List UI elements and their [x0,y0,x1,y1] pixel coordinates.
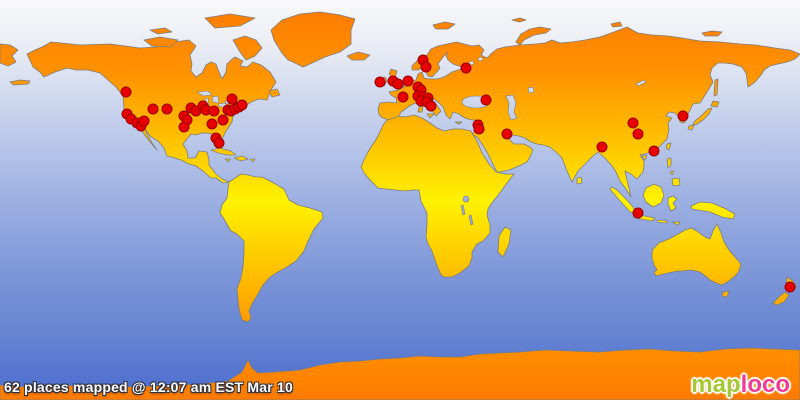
land-greenland [270,11,356,68]
land-lesser-sunda-1 [656,219,669,224]
place-marker [161,103,173,115]
land-sicily [426,113,435,119]
land-sardinia [417,105,424,113]
land-lesser-sunda-2 [671,221,681,226]
land-antarctica [0,347,800,400]
land-new-siberian-islands [701,30,723,37]
place-marker [420,61,432,73]
lake-tanganyika [460,204,466,216]
land-severnaya-zemlya [610,21,623,28]
lake-victoria [462,195,470,203]
place-marker [178,121,190,133]
place-marker [374,76,386,88]
land-tasmania [721,290,730,298]
land-mindanao [671,177,681,187]
place-marker [632,207,644,219]
maploco-logo: maploco [691,371,790,399]
place-marker [147,103,159,115]
place-marker [206,118,218,130]
place-marker [392,78,404,90]
place-marker [236,99,248,111]
logo-part-map: map [691,371,741,398]
land-svalbard [432,21,456,30]
land-puerto-rico [249,158,256,163]
lake-baikal [635,79,647,87]
place-marker [402,75,414,87]
place-marker [784,281,796,293]
land-victoria-island [143,36,179,48]
place-marker [425,100,437,112]
place-marker [226,93,238,105]
logo-part-loco: loco [740,371,790,398]
land-new-zealand-south [772,291,790,306]
land-kyushu [687,124,695,131]
land-madagascar [497,226,512,258]
place-marker [473,123,485,135]
place-marker [501,128,513,140]
lake-superior [196,90,213,97]
lake-huron [211,95,220,104]
land-hokkaido [710,100,720,108]
caspian-sea [505,94,518,121]
land-banks-island [149,27,173,35]
land-luzon [666,157,672,169]
place-marker [213,137,225,149]
place-marker [627,117,639,129]
land-hispaniola [233,155,249,162]
land-sri-lanka [576,176,583,185]
place-marker [677,110,689,122]
place-marker [138,115,150,127]
land-iceland [346,51,371,61]
place-marker [397,91,409,103]
place-marker [596,141,608,153]
land-south-america [219,173,324,323]
land-sakhalin [713,78,719,97]
land-taiwan [665,142,672,151]
land-sulawesi [667,195,678,212]
land-novaya-zemlya [515,26,552,46]
land-crete [454,121,463,125]
aral-sea [527,86,535,94]
land-chukotka-wrap [0,43,19,67]
place-marker [208,105,220,117]
land-baffin-island [232,35,263,61]
land-aleutians [9,79,31,86]
land-franz-josef [511,17,527,23]
land-newfoundland [268,88,281,98]
place-marker [217,114,229,126]
land-jamaica [224,158,231,163]
places-mapped-caption: 62 places mapped @ 12:07 am EST Mar 10 [4,379,293,395]
place-marker [460,62,472,74]
lake-malawi [468,214,474,226]
land-borneo [642,183,665,208]
land-hainan [641,154,648,161]
place-marker [648,145,660,157]
land-africa [360,114,515,278]
place-marker [120,86,132,98]
land-new-guinea [690,201,736,220]
place-marker [632,128,644,140]
land-ellesmere-island [204,13,256,29]
land-visayas [669,170,675,176]
lake-onega [477,56,484,62]
place-marker [480,94,492,106]
marker-layer [120,54,796,293]
land-australia [651,223,742,286]
